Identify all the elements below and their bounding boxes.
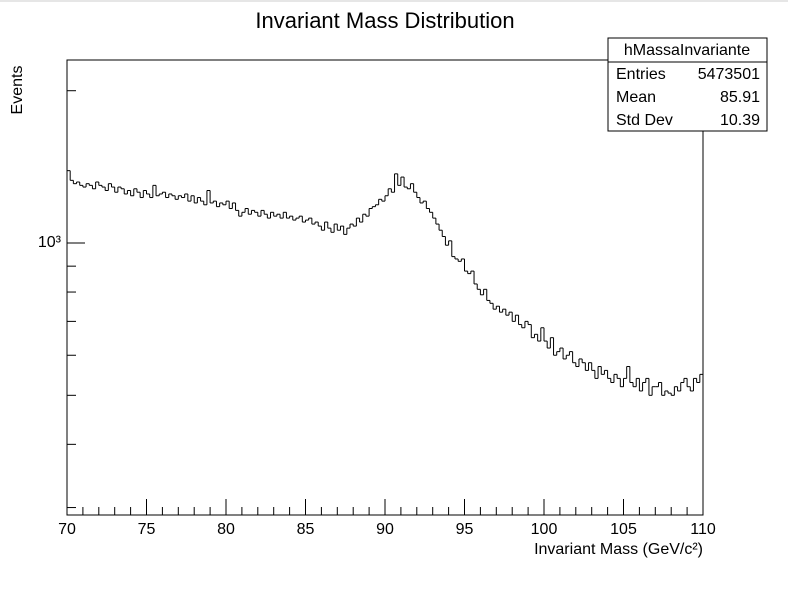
stats-value: 10.39 xyxy=(720,112,760,129)
stats-label: Mean xyxy=(616,89,656,106)
x-axis-title: Invariant Mass (GeV/c²) xyxy=(534,541,703,558)
chart-title: Invariant Mass Distribution xyxy=(255,8,514,33)
x-tick-label: 85 xyxy=(297,521,315,538)
x-tick-label: 75 xyxy=(138,521,156,538)
stats-label: Entries xyxy=(616,66,666,83)
histogram xyxy=(67,170,703,396)
stats-box: hMassaInvariante Entries 5473501 Mean 85… xyxy=(607,37,768,132)
stats-frame xyxy=(607,37,768,132)
stats-value: 5473501 xyxy=(698,66,760,83)
x-tick-label: 95 xyxy=(456,521,474,538)
stats-value: 85.91 xyxy=(720,89,760,106)
x-tick-label: 70 xyxy=(58,521,76,538)
stats-label: Std Dev xyxy=(616,112,673,129)
stats-title: hMassaInvariante xyxy=(624,42,750,59)
y-tick-label: 10³ xyxy=(38,234,62,251)
x-tick-label: 100 xyxy=(531,521,558,538)
x-tick-label: 110 xyxy=(690,521,716,538)
x-tick-label: 90 xyxy=(376,521,394,538)
x-tick-label: 80 xyxy=(217,521,235,538)
x-tick-label: 105 xyxy=(610,521,637,538)
y-axis-title: Events xyxy=(9,66,26,115)
